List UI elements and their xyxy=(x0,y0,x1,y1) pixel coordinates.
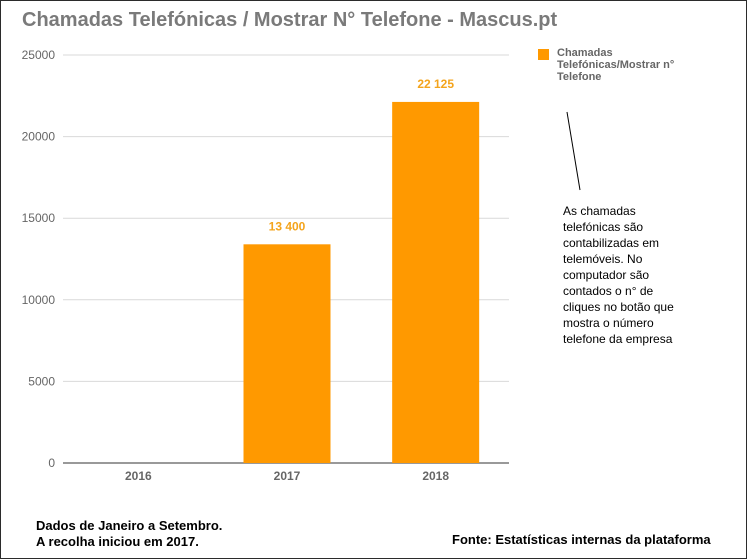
legend-label: Chamadas Telefónicas/Mostrar n° Telefone xyxy=(557,47,675,83)
annotation-note-line: telemóveis. No xyxy=(563,252,643,266)
annotation-note-line: telefone da empresa xyxy=(563,332,673,346)
annotation-note-line: As chamadas xyxy=(563,204,636,218)
x-axis-ticks: 2016 2017 2018 xyxy=(125,469,449,483)
source-note: Fonte: Estatísticas internas da platafor… xyxy=(452,532,711,547)
footnote-line-1: Dados de Janeiro a Setembro. xyxy=(36,518,223,533)
chart-title: Chamadas Telefónicas / Mostrar N° Telefo… xyxy=(22,9,558,31)
annotation-note-line: cliques no botão que xyxy=(563,300,674,314)
annotation-line xyxy=(566,111,581,191)
y-tick-label: 15000 xyxy=(22,211,56,225)
x-tick-label: 2018 xyxy=(422,469,449,483)
annotation-note-line: contabilizadas em xyxy=(563,236,660,250)
bars xyxy=(243,101,480,464)
annotation-arrow xyxy=(566,111,581,191)
legend-swatch xyxy=(538,49,549,60)
data-label: 22 125 xyxy=(417,77,454,91)
data-label: 13 400 xyxy=(269,219,306,233)
y-tick-label: 0 xyxy=(48,456,55,470)
data-labels: 13 400 22 125 xyxy=(269,77,455,233)
annotation-note-line: computador são xyxy=(563,268,650,282)
x-tick-label: 2017 xyxy=(274,469,301,483)
annotation-note-line: contados o n° de xyxy=(563,284,654,298)
legend: Chamadas Telefónicas/Mostrar n° Telefone xyxy=(538,47,708,83)
y-tick-label: 5000 xyxy=(28,374,55,388)
footnote-line-2: A recolha iniciou em 2017. xyxy=(36,534,199,549)
y-axis-ticks: 0 5000 10000 15000 20000 25000 xyxy=(22,48,56,470)
annotation-note: As chamadas telefónicas são contabilizadas… xyxy=(563,203,728,347)
annotation-note-line: telefónicas são xyxy=(563,220,644,234)
x-tick-label: 2016 xyxy=(125,469,152,483)
y-tick-label: 25000 xyxy=(22,48,56,62)
y-tick-label: 20000 xyxy=(22,130,56,144)
y-tick-label: 10000 xyxy=(22,293,56,307)
annotation-note-line: mostra o número xyxy=(563,316,654,330)
footnote: Dados de Janeiro a Setembro. A recolha i… xyxy=(36,518,222,550)
bar xyxy=(243,244,331,463)
bar xyxy=(392,101,480,464)
